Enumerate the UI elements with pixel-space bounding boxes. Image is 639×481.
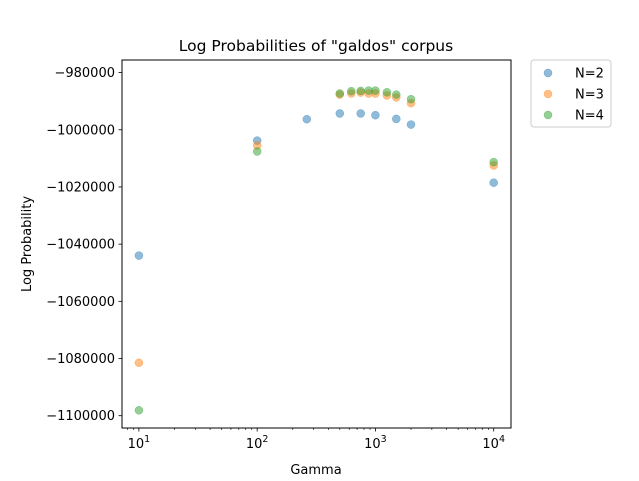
y-axis-label: Log Probability — [20, 196, 35, 292]
series-N=4 — [134, 86, 498, 415]
data-point — [392, 114, 401, 124]
data-point — [489, 178, 498, 187]
x-tick-label: 104 — [482, 434, 505, 452]
y-tick-label: −980000 — [54, 66, 115, 81]
data-point — [406, 120, 416, 129]
x-tick-label: 101 — [128, 434, 151, 452]
data-point — [302, 114, 312, 124]
data-point — [392, 90, 401, 99]
data-point — [252, 147, 262, 156]
legend-marker — [543, 68, 553, 78]
y-tick-label: −1020000 — [46, 180, 115, 195]
data-point — [356, 109, 365, 118]
data-point — [134, 406, 144, 415]
legend-marker — [543, 110, 553, 120]
data-point — [489, 157, 498, 167]
data-point — [134, 251, 144, 260]
x-tick-label: 103 — [364, 434, 387, 452]
y-tick-label: −1000000 — [46, 123, 115, 138]
legend-frame — [530, 59, 612, 128]
legend-label: N=2 — [575, 67, 604, 82]
data-point — [371, 110, 380, 120]
data-point — [356, 86, 365, 96]
y-tick-label: −1060000 — [46, 295, 115, 310]
data-point — [371, 86, 380, 95]
legend-item: N=3 — [543, 88, 604, 103]
x-axis: 101 102 103 104 — [127, 428, 505, 452]
chart-title: Log Probabilities of "galdos" corpus — [179, 37, 453, 55]
data-point — [134, 358, 144, 368]
legend-item: N=4 — [543, 109, 604, 124]
legend-item: N=2 — [543, 67, 604, 82]
data-point — [382, 88, 392, 97]
legend-label: N=4 — [575, 109, 604, 124]
data-point — [335, 109, 345, 118]
plot-area — [134, 86, 498, 415]
series-N=2 — [134, 109, 498, 260]
legend: N=2 N=3 N=4 — [530, 59, 612, 128]
x-axis-label: Gamma — [290, 463, 341, 478]
data-point — [406, 94, 416, 104]
x-tick-label: 102 — [246, 434, 269, 452]
legend-label: N=3 — [575, 88, 604, 103]
y-tick-label: −1100000 — [46, 409, 115, 424]
data-point — [347, 86, 356, 96]
data-point — [335, 89, 345, 98]
y-tick-label: −1080000 — [46, 352, 115, 367]
y-tick-label: −1040000 — [46, 238, 115, 253]
legend-marker — [543, 89, 553, 99]
y-axis: −980000 −1000000 −1020000 −1040000 −1060000 −… — [46, 66, 122, 424]
